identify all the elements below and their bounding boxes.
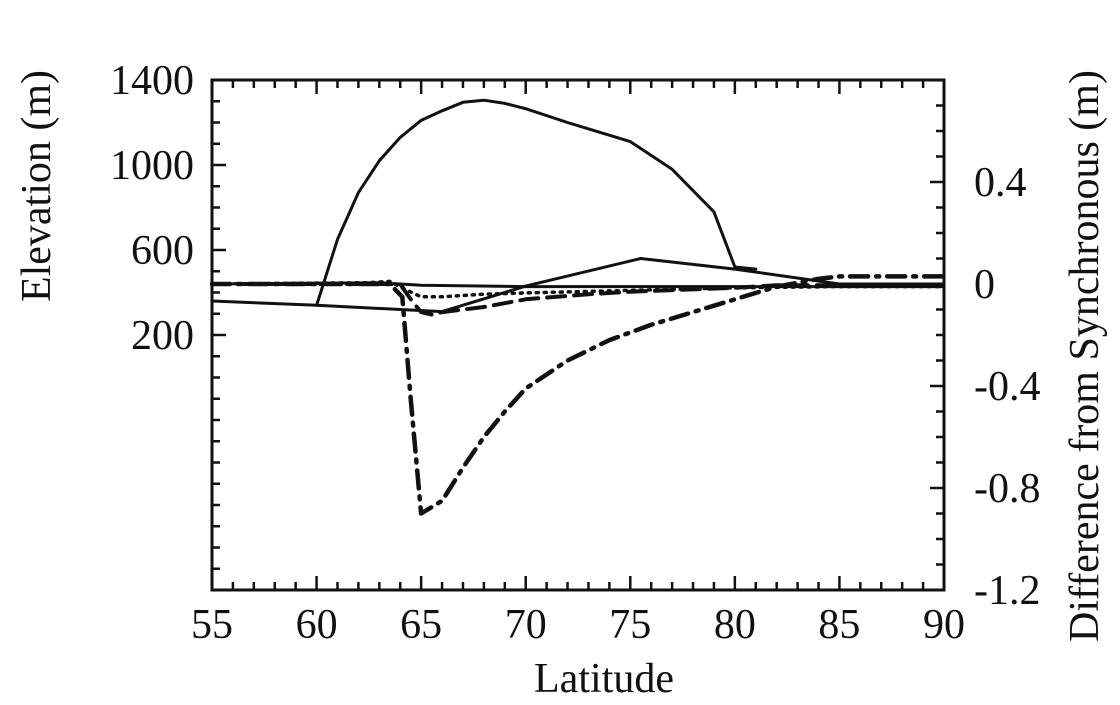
x-tick-label: 75 [609, 602, 651, 648]
plot-area [210, 78, 946, 592]
plot-frame [210, 78, 946, 592]
series-lines [209, 98, 947, 516]
right-y-tick-label: -0.8 [974, 466, 1041, 512]
left-y-tick-label: 200 [131, 313, 194, 359]
left-y-tick-label: 1400 [110, 58, 194, 104]
axis-ticks [210, 78, 946, 592]
series-line-6 [209, 274, 947, 516]
left-y-tick-label: 600 [131, 228, 194, 274]
series-line-2 [315, 98, 758, 307]
x-tick-label: 70 [505, 602, 547, 648]
tick-labels: 55 60 65 70 75 80 85 90 200 600 1000 1400 -1.2 -0.8 -0… [110, 58, 1041, 648]
right-y-tick-label: 0.4 [974, 160, 1027, 206]
x-tick-label: 55 [191, 602, 233, 648]
x-tick-label: 90 [923, 602, 965, 648]
right-y-axis-title: Difference from Synchronous (m) [1062, 70, 1108, 642]
right-y-tick-label: 0 [974, 262, 995, 308]
x-axis-title: Latitude [534, 656, 674, 702]
x-tick-label: 60 [296, 602, 338, 648]
series-line-1 [210, 257, 946, 314]
series-line-5 [210, 282, 946, 317]
left-y-axis-title: Elevation (m) [14, 70, 60, 302]
right-y-tick-label: -1.2 [974, 568, 1041, 614]
x-tick-label: 85 [818, 602, 860, 648]
x-tick-label: 80 [714, 602, 756, 648]
x-tick-label: 65 [400, 602, 442, 648]
right-y-tick-label: -0.4 [974, 364, 1041, 410]
left-y-tick-label: 1000 [110, 143, 194, 189]
